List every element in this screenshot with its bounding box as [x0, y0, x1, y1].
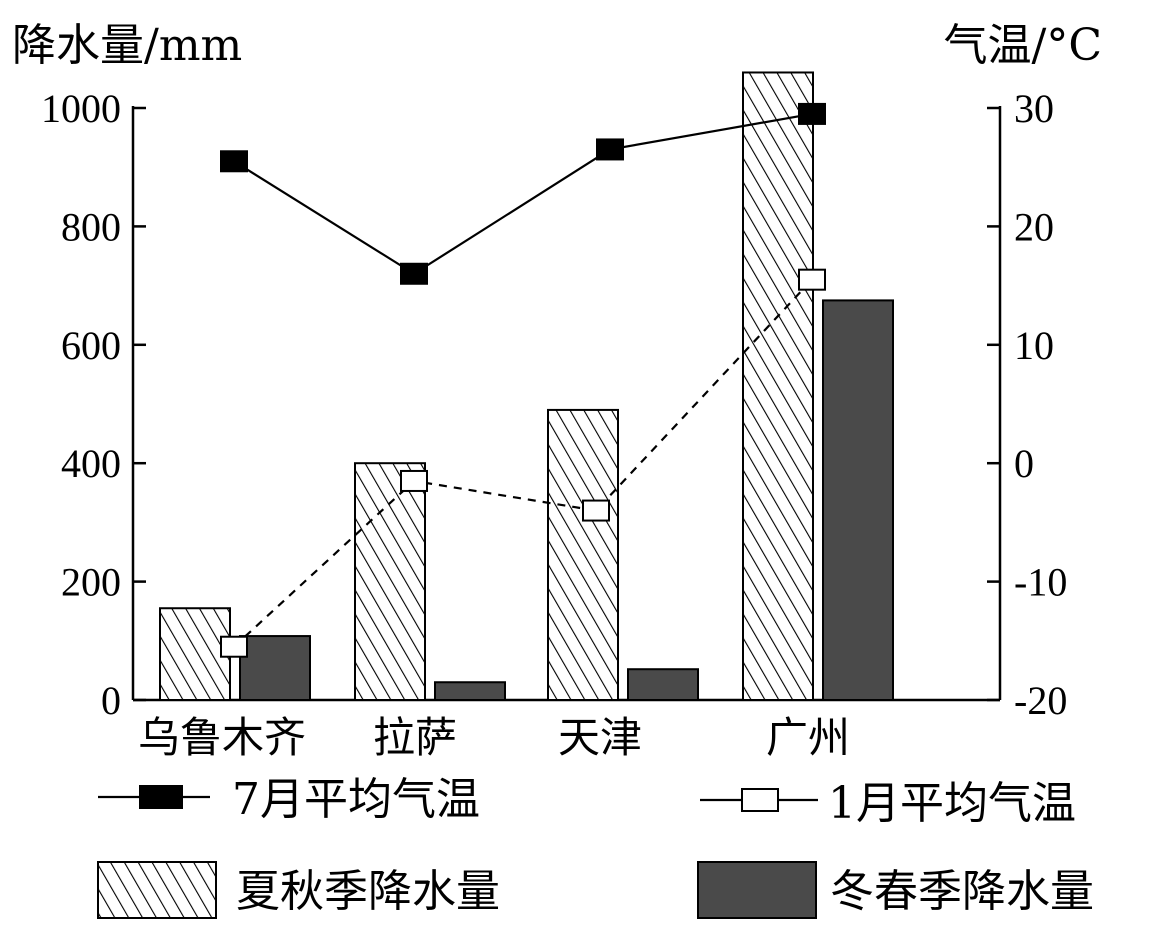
- left-tick-label: 0: [101, 678, 121, 723]
- left-tick-label: 600: [61, 323, 121, 368]
- right-axis-title: 气温/°C: [944, 20, 1103, 71]
- category-label: 乌鲁木齐: [138, 713, 306, 762]
- right-tick-label: -20: [1014, 678, 1067, 723]
- legend-marker-jul: [139, 785, 183, 809]
- legend-swatch-winter-spring: [697, 861, 817, 919]
- right-tick-label: 30: [1014, 86, 1054, 131]
- marker-jan-temp: [220, 635, 248, 658]
- marker-jan-temp: [582, 499, 610, 522]
- marker-jul-temp: [220, 150, 248, 173]
- left-tick-label: 200: [61, 560, 121, 605]
- marker-jul-temp: [400, 262, 428, 285]
- marker-jan-temp: [798, 268, 826, 291]
- bar-winter-spring: [239, 635, 311, 702]
- legend-label-jul: 7月平均气温: [232, 774, 480, 825]
- category-label: 天津: [558, 713, 642, 762]
- right-tick-label: 10: [1014, 323, 1054, 368]
- right-tick-label: 0: [1014, 441, 1034, 486]
- category-label: 广州: [766, 713, 850, 762]
- legend-label-winter-spring: 冬春季降水量: [830, 866, 1094, 917]
- right-tick-label: -10: [1014, 560, 1067, 605]
- legend-swatch-summer-autumn: [97, 861, 217, 919]
- category-label: 拉萨: [373, 713, 457, 762]
- marker-jan-temp: [400, 469, 428, 492]
- bar-winter-spring: [822, 299, 894, 701]
- left-tick-label: 800: [61, 204, 121, 249]
- bar-winter-spring: [434, 681, 506, 701]
- left-axis-title: 降水量/mm: [12, 20, 242, 71]
- legend-label-jan: 1月平均气温: [828, 778, 1076, 829]
- marker-jul-temp: [596, 138, 624, 161]
- bar-summer-autumn: [159, 607, 231, 701]
- line-jul-temp: [233, 112, 813, 276]
- bar-summer-autumn: [547, 408, 619, 701]
- left-tick-label: 1000: [41, 86, 121, 131]
- legend-marker-jan: [741, 788, 779, 812]
- bar-winter-spring: [627, 668, 699, 702]
- legend-label-summer-autumn: 夏秋季降水量: [236, 866, 500, 917]
- bar-summer-autumn: [354, 462, 426, 702]
- plot-area: 0 200 400 600 800 1000 -20 -10 0 10 20 30 乌鲁木齐 拉萨 天津 广州: [41, 71, 1067, 762]
- marker-jul-temp: [798, 102, 826, 125]
- left-tick-label: 400: [61, 441, 121, 486]
- right-tick-label: 20: [1014, 204, 1054, 249]
- line-jan-temp: [233, 278, 813, 648]
- bar-summer-autumn: [742, 71, 814, 702]
